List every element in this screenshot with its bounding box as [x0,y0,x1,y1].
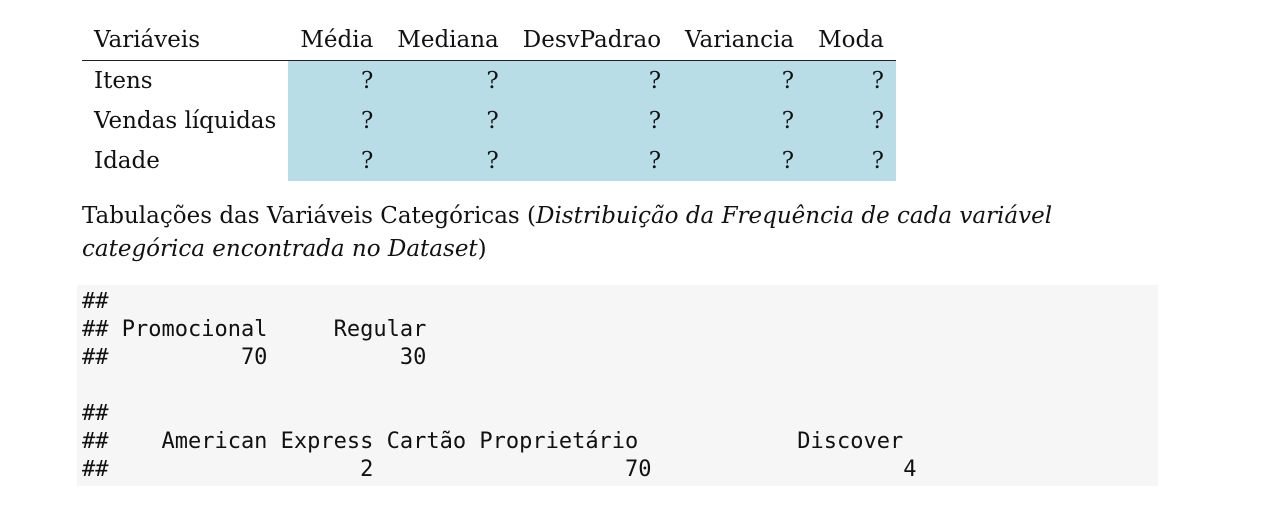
table-row: Vendas líquidas ? ? ? ? ? [82,101,896,141]
row-label: Idade [94,148,160,174]
code-output-block: ## ## Promocional Regular ## 70 30 ## ##… [77,285,1158,486]
cell-variancia: ? [673,101,807,141]
table-row: Itens ? ? ? ? ? [82,60,896,101]
cell-moda: ? [806,101,896,141]
cell-media: ? [288,141,386,181]
header-media: Média [300,27,374,53]
cell-mediana: ? [385,141,511,181]
header-moda: Moda [818,27,884,53]
cell-moda: ? [806,141,896,181]
row-label: Itens [94,68,153,94]
cell-mediana: ? [385,60,511,101]
cell-moda: ? [806,60,896,101]
row-label: Vendas líquidas [94,108,277,134]
code-line: ## American Express Cartão Proprietário … [82,429,904,454]
header-variaveis: Variáveis [94,27,201,53]
code-line: ## [82,289,109,314]
cell-desvpadrao: ? [510,141,674,181]
cell-variancia: ? [673,60,807,101]
header-variancia: Variancia [685,27,795,53]
heading-prefix: Tabulações das Variáveis Categóricas ( [82,203,536,229]
header-mediana: Mediana [397,27,499,53]
cell-media: ? [288,60,386,101]
table-row: Idade ? ? ? ? ? [82,141,896,181]
code-line: ## 70 30 [82,345,427,370]
heading-italic: Distribuição da Frequência de cada variá… [82,203,1053,262]
cell-media: ? [288,101,386,141]
code-line: ## [82,401,109,426]
cell-desvpadrao: ? [510,60,674,101]
header-desvpadrao: DesvPadrao [522,27,662,53]
heading-suffix: ) [477,236,487,262]
stats-header-row: Variáveis Média Mediana DesvPadrao Varia… [82,20,896,61]
stats-table: Variáveis Média Mediana DesvPadrao Varia… [82,20,896,181]
cell-desvpadrao: ? [510,101,674,141]
cell-mediana: ? [385,101,511,141]
code-line: ## 2 70 4 [82,457,917,482]
cell-variancia: ? [673,141,807,181]
section-heading: Tabulações das Variáveis Categóricas (Di… [82,200,1082,266]
code-line: ## Promocional Regular [82,317,427,342]
